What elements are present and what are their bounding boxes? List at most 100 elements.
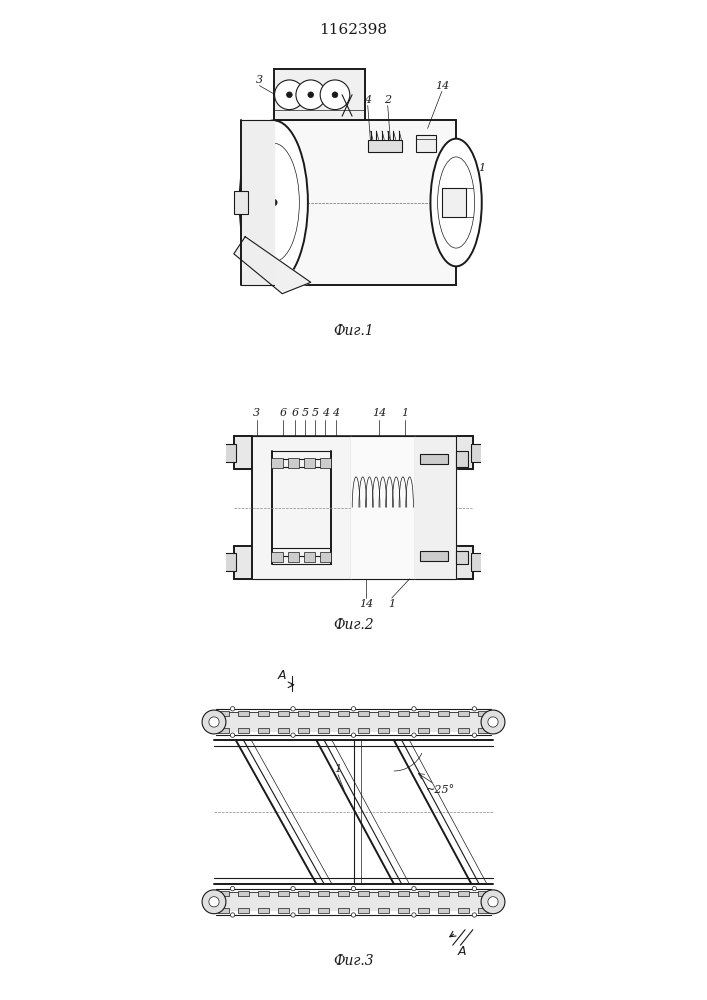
- Text: A: A: [278, 669, 286, 682]
- Polygon shape: [351, 436, 415, 579]
- Bar: [479, 891, 489, 896]
- Text: Фиг.3: Фиг.3: [333, 954, 374, 968]
- Circle shape: [351, 733, 356, 737]
- Circle shape: [351, 913, 356, 917]
- Bar: [304, 458, 315, 468]
- Bar: [298, 908, 309, 913]
- Bar: [419, 711, 429, 716]
- Circle shape: [351, 707, 356, 711]
- Polygon shape: [214, 713, 493, 731]
- Text: 4: 4: [322, 408, 329, 418]
- Text: 4: 4: [322, 75, 329, 85]
- Bar: [223, 553, 236, 571]
- Bar: [378, 908, 389, 913]
- Bar: [320, 552, 331, 562]
- Circle shape: [488, 717, 498, 727]
- Text: 14: 14: [372, 408, 386, 418]
- Bar: [278, 908, 288, 913]
- Text: 1: 1: [388, 599, 395, 609]
- Text: Фиг.2: Фиг.2: [333, 618, 374, 632]
- Bar: [218, 711, 228, 716]
- Circle shape: [230, 886, 235, 891]
- Bar: [458, 711, 469, 716]
- Circle shape: [472, 707, 477, 711]
- Bar: [458, 891, 469, 896]
- Bar: [338, 891, 349, 896]
- Bar: [318, 908, 329, 913]
- Bar: [218, 908, 228, 913]
- Bar: [298, 891, 309, 896]
- Bar: [455, 451, 468, 467]
- Text: 5: 5: [312, 408, 319, 418]
- Bar: [458, 908, 469, 913]
- Text: 2: 2: [384, 95, 391, 105]
- Circle shape: [209, 897, 219, 907]
- Bar: [234, 191, 248, 214]
- Bar: [378, 728, 389, 733]
- Circle shape: [202, 890, 226, 914]
- Text: A: A: [457, 945, 466, 958]
- Bar: [358, 711, 369, 716]
- Text: 6: 6: [291, 408, 298, 418]
- Bar: [479, 908, 489, 913]
- Bar: [420, 551, 448, 561]
- Circle shape: [472, 913, 477, 917]
- Circle shape: [230, 733, 235, 737]
- Text: 6: 6: [290, 75, 297, 85]
- Bar: [419, 908, 429, 913]
- Bar: [258, 908, 269, 913]
- Polygon shape: [241, 120, 274, 285]
- Bar: [278, 728, 288, 733]
- Bar: [288, 458, 299, 468]
- Bar: [398, 908, 409, 913]
- Circle shape: [291, 733, 296, 737]
- Text: 3: 3: [256, 75, 263, 85]
- Bar: [398, 728, 409, 733]
- Bar: [378, 711, 389, 716]
- Bar: [471, 553, 484, 571]
- Circle shape: [308, 92, 314, 98]
- Bar: [318, 728, 329, 733]
- Bar: [223, 444, 236, 462]
- Bar: [358, 891, 369, 896]
- Bar: [455, 551, 468, 564]
- Circle shape: [291, 707, 296, 711]
- Bar: [420, 454, 448, 464]
- Bar: [238, 728, 249, 733]
- Circle shape: [472, 733, 477, 737]
- Bar: [419, 891, 429, 896]
- Polygon shape: [233, 436, 474, 469]
- Bar: [278, 711, 288, 716]
- Bar: [398, 891, 409, 896]
- Polygon shape: [252, 436, 351, 579]
- Bar: [438, 728, 449, 733]
- Circle shape: [481, 890, 505, 914]
- Circle shape: [291, 913, 296, 917]
- Circle shape: [270, 199, 277, 206]
- Circle shape: [202, 710, 226, 734]
- Bar: [238, 711, 249, 716]
- Bar: [338, 711, 349, 716]
- Text: 3: 3: [253, 408, 260, 418]
- Bar: [318, 891, 329, 896]
- Bar: [358, 908, 369, 913]
- Bar: [442, 188, 466, 217]
- Text: 1: 1: [478, 163, 485, 173]
- Bar: [398, 711, 409, 716]
- Ellipse shape: [431, 139, 481, 266]
- Text: 5: 5: [303, 75, 310, 85]
- Circle shape: [411, 913, 416, 917]
- Circle shape: [472, 886, 477, 891]
- Circle shape: [351, 886, 356, 891]
- Circle shape: [209, 717, 219, 727]
- Text: 4: 4: [332, 408, 339, 418]
- Bar: [218, 728, 228, 733]
- Bar: [368, 140, 402, 152]
- Bar: [378, 891, 389, 896]
- Bar: [479, 711, 489, 716]
- Bar: [258, 891, 269, 896]
- Ellipse shape: [240, 120, 308, 285]
- Circle shape: [291, 886, 296, 891]
- Circle shape: [296, 80, 325, 110]
- Bar: [271, 552, 283, 562]
